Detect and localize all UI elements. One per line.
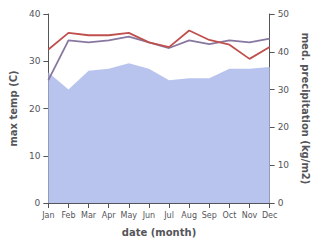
svg-text:Dec: Dec	[262, 211, 277, 220]
svg-text:50: 50	[278, 9, 290, 19]
svg-text:Jan: Jan	[41, 211, 54, 220]
svg-text:0: 0	[35, 198, 41, 208]
svg-text:Jul: Jul	[163, 211, 174, 220]
svg-text:20: 20	[278, 122, 290, 132]
svg-text:date (month): date (month)	[122, 227, 196, 238]
svg-text:30: 30	[29, 56, 41, 66]
svg-text:0: 0	[278, 198, 284, 208]
svg-text:40: 40	[278, 47, 290, 57]
svg-text:med. precipitation (kg/m2): med. precipitation (kg/m2)	[300, 33, 311, 185]
svg-text:Nov: Nov	[242, 211, 258, 220]
svg-text:Feb: Feb	[61, 211, 75, 220]
svg-text:40: 40	[29, 9, 41, 19]
svg-text:Oct: Oct	[222, 211, 236, 220]
svg-text:20: 20	[29, 104, 41, 114]
svg-text:Apr: Apr	[102, 211, 117, 220]
svg-text:Aug: Aug	[181, 211, 197, 220]
svg-text:max temp (C): max temp (C)	[8, 70, 19, 146]
svg-text:10: 10	[29, 151, 41, 161]
svg-text:May: May	[121, 211, 138, 220]
svg-text:30: 30	[278, 85, 290, 95]
svg-text:Mar: Mar	[81, 211, 97, 220]
svg-text:10: 10	[278, 160, 290, 170]
svg-text:Sep: Sep	[202, 211, 217, 220]
svg-text:Jun: Jun	[142, 211, 156, 220]
